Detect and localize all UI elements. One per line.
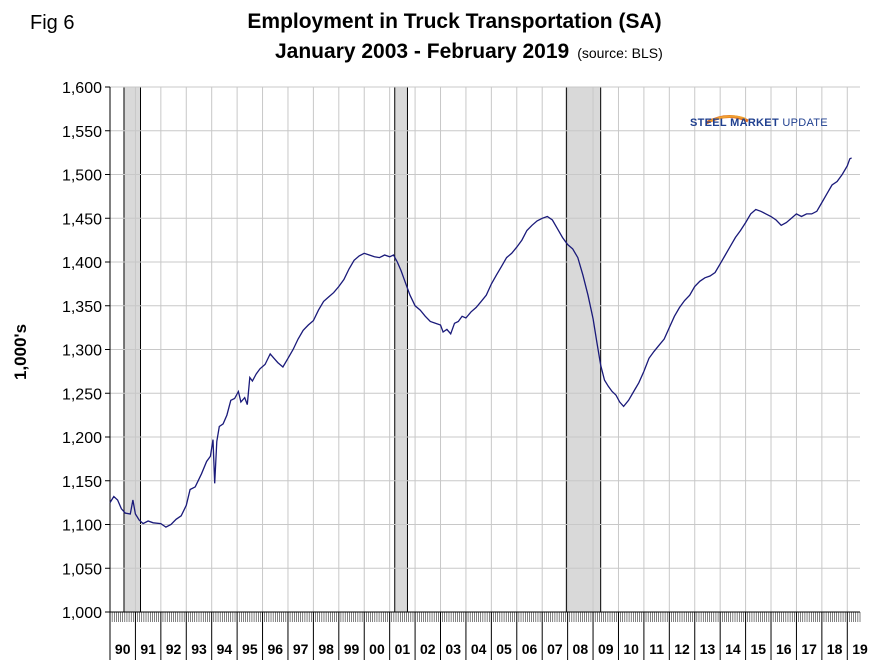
x-tick-label: 16 <box>776 641 792 657</box>
y-tick-label: 1,450 <box>62 211 102 228</box>
x-tick-label: 93 <box>191 641 207 657</box>
y-tick-label: 1,400 <box>62 255 102 272</box>
chart-subtitle: January 2003 - February 2019 <box>275 40 570 63</box>
x-tick-label: 10 <box>623 641 639 657</box>
x-tick-label: 97 <box>293 641 309 657</box>
y-tick-label: 1,100 <box>62 518 102 535</box>
x-tick-label: 01 <box>395 641 411 657</box>
x-tick-label: 05 <box>496 641 512 657</box>
logo-text-main: STEEL MARKET <box>690 117 779 129</box>
gridlines <box>109 86 860 613</box>
y-tick-label: 1,250 <box>62 386 102 403</box>
x-tick-label: 14 <box>725 641 741 657</box>
x-tick-label: 94 <box>217 641 233 657</box>
x-tick-label: 96 <box>267 641 283 657</box>
y-tick-label: 1,200 <box>62 430 102 447</box>
x-tick-label: 04 <box>471 641 487 657</box>
x-tick-label: 02 <box>420 641 436 657</box>
y-tick-label: 1,000 <box>62 605 102 622</box>
y-tick-label: 1,600 <box>62 80 102 97</box>
source-note: (source: BLS) <box>577 45 663 61</box>
x-tick-label: 08 <box>573 641 589 657</box>
x-tick-label: 13 <box>700 641 716 657</box>
y-axis-label: 1,000's <box>11 324 30 380</box>
y-tick-label: 1,350 <box>62 299 102 316</box>
logo-text: STEEL MARKET UPDATE <box>690 117 828 129</box>
x-tick-label: 12 <box>674 641 690 657</box>
x-tick-label: 19 <box>852 641 868 657</box>
x-tick-label: 99 <box>344 641 360 657</box>
x-tick-label: 18 <box>827 641 843 657</box>
x-tick-label: 90 <box>115 641 131 657</box>
figure-label: Fig 6 <box>30 12 75 34</box>
x-tick-label: 11 <box>649 641 664 657</box>
y-tick-label: 1,550 <box>62 124 102 141</box>
series-line <box>109 157 852 528</box>
x-tick-label: 06 <box>522 641 538 657</box>
x-tick-label: 00 <box>369 641 385 657</box>
x-tick-label: 92 <box>166 641 182 657</box>
y-tick-label: 1,300 <box>62 343 102 360</box>
chart-title: Employment in Truck Transportation (SA) <box>247 10 662 33</box>
x-tick-label: 17 <box>801 641 817 657</box>
x-tick-label: 95 <box>242 641 258 657</box>
x-tick-label: 03 <box>445 641 461 657</box>
x-tick-label: 91 <box>140 641 156 657</box>
y-tick-label: 1,050 <box>62 561 102 578</box>
y-tick-label: 1,500 <box>62 168 102 185</box>
series-layer <box>109 157 852 528</box>
chart-subtitle-row: January 2003 - February 2019 (source: BLS… <box>275 40 663 64</box>
steel-market-update-logo <box>688 113 828 147</box>
x-tick-label: 98 <box>318 641 334 657</box>
x-tick-label: 07 <box>547 641 563 657</box>
y-tick-label: 1,150 <box>62 474 102 491</box>
x-axis-ticks: 90 91 92 93 94 95 96 97 98 99 00 01 02 03 04 05 06 07 08 09… <box>109 612 868 660</box>
x-tick-label: 09 <box>598 641 614 657</box>
logo-text-sub: UPDATE <box>782 117 828 129</box>
x-tick-label: 15 <box>751 641 767 657</box>
logo-swoosh-icon <box>705 115 749 125</box>
y-axis-ticks: 1,000 1,050 1,100 1,150 1,200 1,250 1,300 1,350… <box>62 80 110 622</box>
